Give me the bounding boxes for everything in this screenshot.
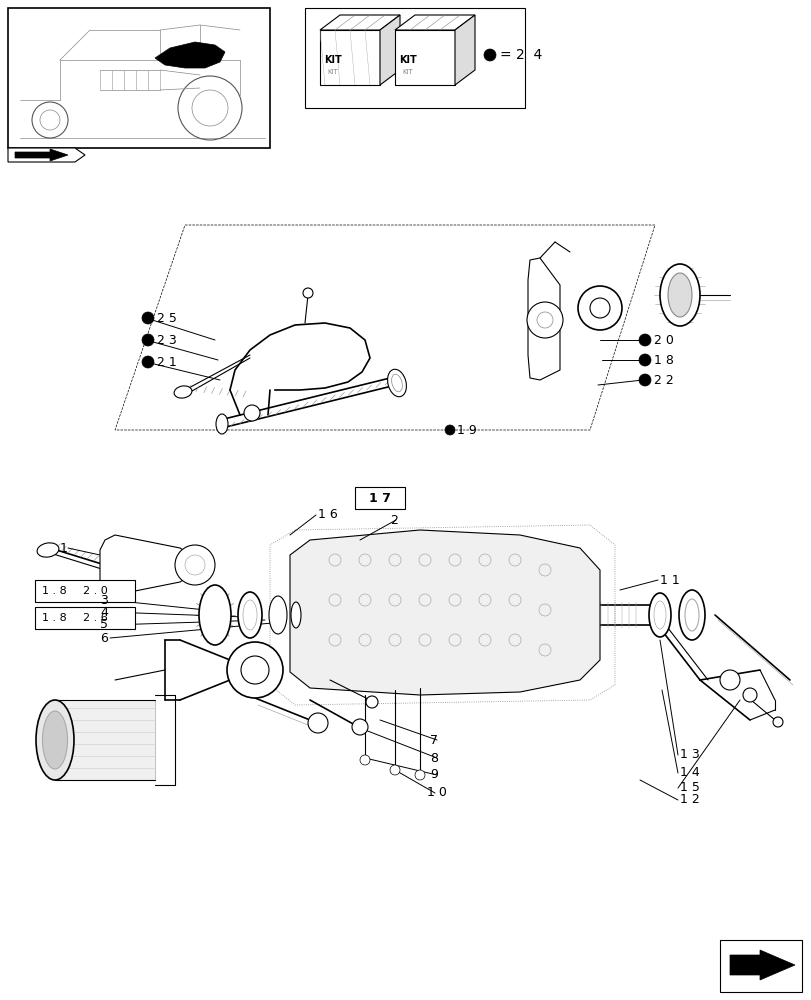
Circle shape bbox=[142, 334, 154, 346]
Polygon shape bbox=[454, 15, 474, 85]
Ellipse shape bbox=[42, 711, 67, 769]
Polygon shape bbox=[155, 42, 225, 68]
Text: KIT: KIT bbox=[324, 55, 341, 65]
Text: 1 7: 1 7 bbox=[369, 491, 390, 504]
Ellipse shape bbox=[36, 700, 74, 780]
Circle shape bbox=[175, 545, 215, 585]
Text: 1 . 8: 1 . 8 bbox=[42, 586, 67, 596]
Text: 2: 2 bbox=[389, 514, 397, 526]
Circle shape bbox=[772, 717, 782, 727]
Text: 2 1: 2 1 bbox=[157, 356, 177, 368]
Polygon shape bbox=[15, 149, 68, 161]
Circle shape bbox=[389, 765, 400, 775]
Ellipse shape bbox=[174, 386, 191, 398]
Circle shape bbox=[638, 334, 650, 346]
Circle shape bbox=[590, 298, 609, 318]
Ellipse shape bbox=[387, 369, 406, 397]
Ellipse shape bbox=[37, 543, 59, 557]
Bar bbox=[394, 30, 454, 85]
Bar bbox=[35, 580, 135, 602]
Text: 1 . 8: 1 . 8 bbox=[42, 613, 67, 623]
Ellipse shape bbox=[268, 596, 286, 634]
Circle shape bbox=[483, 49, 496, 61]
Ellipse shape bbox=[678, 590, 704, 640]
Circle shape bbox=[142, 356, 154, 368]
Circle shape bbox=[638, 354, 650, 366]
Text: 2 . 0: 2 . 0 bbox=[83, 586, 108, 596]
Text: 3: 3 bbox=[100, 593, 108, 606]
Text: 2 3: 2 3 bbox=[157, 334, 177, 347]
Text: 4: 4 bbox=[100, 605, 108, 618]
Text: KIT: KIT bbox=[327, 69, 338, 75]
Text: 2 2: 2 2 bbox=[653, 373, 673, 386]
Circle shape bbox=[366, 696, 378, 708]
Text: 2 5: 2 5 bbox=[157, 312, 177, 324]
Ellipse shape bbox=[290, 602, 301, 628]
Text: 1 3: 1 3 bbox=[679, 748, 699, 762]
Text: 2 0: 2 0 bbox=[653, 334, 673, 347]
Bar bbox=[354, 487, 405, 509]
Text: 1 8: 1 8 bbox=[653, 354, 673, 366]
Circle shape bbox=[227, 642, 283, 698]
Text: 1 0: 1 0 bbox=[427, 786, 446, 799]
Text: 1 2: 1 2 bbox=[679, 793, 699, 806]
Text: 5: 5 bbox=[100, 618, 108, 632]
Ellipse shape bbox=[659, 264, 699, 326]
Ellipse shape bbox=[216, 414, 228, 434]
Text: 2 . 6: 2 . 6 bbox=[83, 613, 108, 623]
Circle shape bbox=[351, 719, 367, 735]
Text: KIT: KIT bbox=[399, 55, 416, 65]
Ellipse shape bbox=[667, 273, 691, 317]
Circle shape bbox=[444, 425, 454, 435]
Bar bbox=[35, 607, 135, 629]
Circle shape bbox=[307, 713, 328, 733]
Text: 7: 7 bbox=[430, 734, 437, 746]
Text: 1: 1 bbox=[60, 542, 68, 554]
Circle shape bbox=[742, 688, 756, 702]
Circle shape bbox=[577, 286, 621, 330]
Circle shape bbox=[638, 374, 650, 386]
Polygon shape bbox=[527, 258, 560, 380]
Text: 1 1: 1 1 bbox=[659, 574, 679, 586]
Text: 1 5: 1 5 bbox=[679, 781, 699, 794]
Polygon shape bbox=[320, 15, 400, 30]
Circle shape bbox=[142, 312, 154, 324]
Polygon shape bbox=[380, 15, 400, 85]
Ellipse shape bbox=[238, 592, 262, 638]
Circle shape bbox=[303, 288, 312, 298]
Bar bbox=[320, 30, 380, 85]
Polygon shape bbox=[100, 535, 195, 595]
Circle shape bbox=[359, 755, 370, 765]
Text: 1 9: 1 9 bbox=[457, 424, 476, 436]
Polygon shape bbox=[729, 950, 794, 980]
Polygon shape bbox=[8, 148, 85, 162]
Circle shape bbox=[241, 656, 268, 684]
Text: 1 4: 1 4 bbox=[679, 766, 699, 779]
Circle shape bbox=[526, 302, 562, 338]
Bar bbox=[305, 8, 525, 108]
Text: 9: 9 bbox=[430, 768, 437, 781]
Circle shape bbox=[414, 770, 424, 780]
Ellipse shape bbox=[648, 593, 670, 637]
Bar bbox=[55, 700, 155, 780]
Bar bbox=[8, 8, 270, 148]
Text: KIT: KIT bbox=[402, 69, 413, 75]
Text: = 2  4: = 2 4 bbox=[500, 48, 542, 62]
Bar bbox=[719, 940, 801, 992]
Text: 1 6: 1 6 bbox=[318, 508, 337, 522]
Text: 6: 6 bbox=[100, 632, 108, 645]
Circle shape bbox=[719, 670, 739, 690]
Text: 8: 8 bbox=[430, 752, 437, 764]
Circle shape bbox=[243, 405, 260, 421]
Ellipse shape bbox=[199, 585, 230, 645]
Polygon shape bbox=[290, 530, 599, 695]
Polygon shape bbox=[394, 15, 474, 30]
